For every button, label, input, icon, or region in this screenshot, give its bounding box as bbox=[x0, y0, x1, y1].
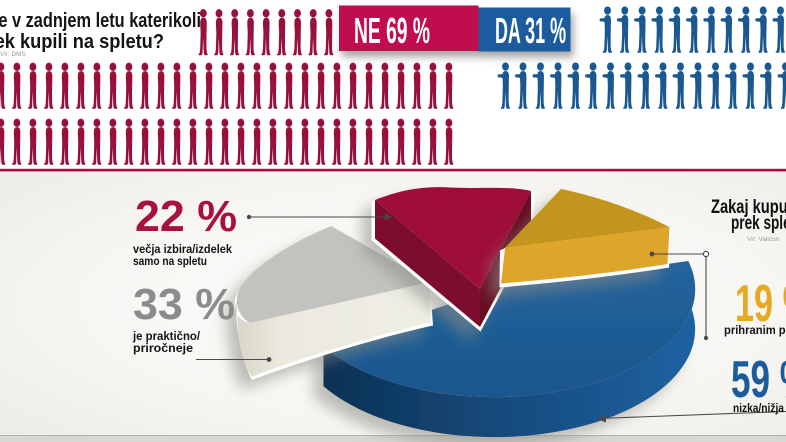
svg-text:večja izbira/izdelek: večja izbira/izdelek bbox=[133, 242, 232, 256]
svg-text:DA 31 %: DA 31 % bbox=[495, 10, 566, 51]
svg-text:je praktično/: je praktično/ bbox=[132, 329, 201, 343]
svg-text:Zakaj kupujete: Zakaj kupujete bbox=[711, 197, 786, 218]
svg-text:33 %: 33 % bbox=[133, 280, 235, 329]
svg-text:priročneje: priročneje bbox=[133, 341, 193, 355]
svg-text:19 %: 19 % bbox=[735, 275, 786, 333]
svg-text:samo na spletu: samo na spletu bbox=[133, 254, 207, 268]
svg-text:NE 69 %: NE 69 % bbox=[354, 10, 430, 51]
svg-text:prihranim pri nakupu: prihranim pri nakupu bbox=[724, 323, 786, 337]
svg-text:prek spleta?: prek spleta? bbox=[731, 213, 786, 234]
svg-text:izdelek kupili na spletu?: izdelek kupili na spletu? bbox=[0, 31, 164, 53]
svg-text:59 %: 59 % bbox=[731, 351, 786, 409]
svg-text:nizka/nižja cena: nizka/nižja cena bbox=[733, 401, 786, 415]
svg-text:Vir: Valicon: Vir: Valicon bbox=[747, 236, 780, 243]
svg-text:22 %: 22 % bbox=[135, 192, 237, 241]
svg-text:Vir: DMS: Vir: DMS bbox=[0, 51, 27, 58]
svg-text:Ste v zadnjem letu katerikoli: Ste v zadnjem letu katerikoli bbox=[0, 10, 201, 32]
